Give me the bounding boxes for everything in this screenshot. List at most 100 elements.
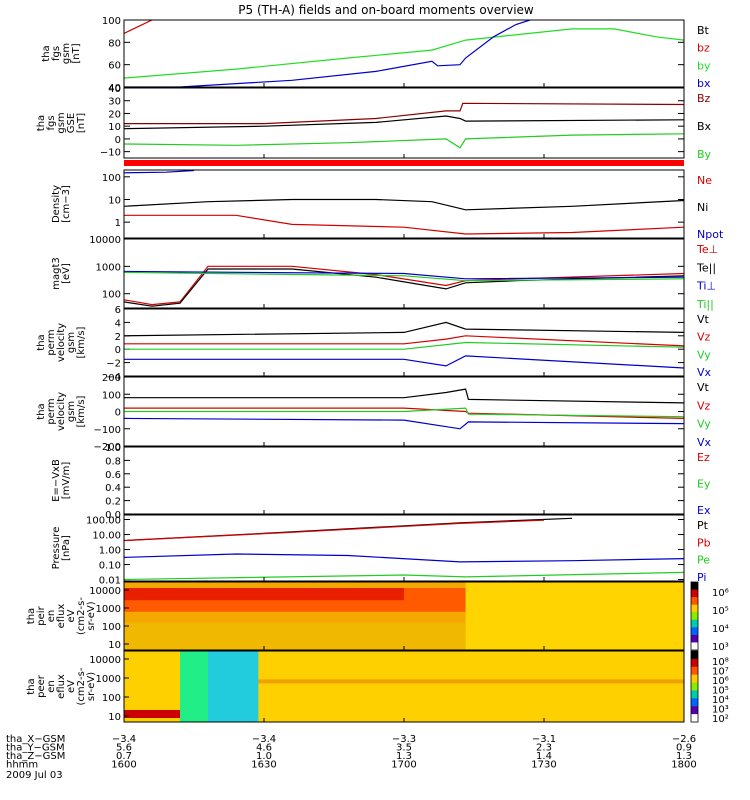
series-line-npot: [124, 170, 195, 174]
legend-entry: bx: [697, 77, 711, 90]
y-axis-label: [mV/m]: [61, 462, 72, 500]
x-axis-annotation: tha_X−GSM −3.4 −3.4 −3.3 −3.1 −2.6 tha_Y−GSM 5.…: [6, 734, 697, 781]
panel-pressure: Pressure [nPa] 100.00 10.00 1.00 0.10 0.01 Pt Pb…: [51, 514, 711, 587]
y-tick-label: 0.4: [105, 483, 121, 494]
colorbar-swatch: [691, 604, 698, 613]
colorbar-tick-label: 10⁶: [712, 676, 729, 687]
colorbar-swatch: [691, 634, 698, 643]
series-group: [124, 265, 684, 307]
spectrogram-band: [465, 582, 684, 650]
colorbar-swatch: [691, 589, 698, 598]
legend-entry: Pe: [697, 554, 710, 567]
y-axis-label: tha: [36, 115, 47, 131]
y-tick-label: 100: [102, 16, 121, 27]
colorbar-swatch: [691, 690, 698, 699]
y-axis-label: peer: [36, 674, 47, 698]
series-line-vz: [124, 335, 684, 347]
y-tick-label: 30: [108, 97, 121, 108]
series-line-bz: [124, 102, 684, 125]
x-axis-value: 2.3: [536, 743, 552, 754]
series-line-vt: [124, 321, 684, 337]
spectrogram-band: [180, 651, 208, 722]
legend-entry: Bt: [697, 24, 710, 37]
y-tick-label: 0.8: [105, 456, 121, 467]
legend-entry: Npot: [697, 228, 724, 241]
colorbar-tick-label: 10³: [712, 705, 729, 716]
legend-entry: Vx: [697, 436, 712, 449]
legend-entry: Ni: [697, 201, 708, 214]
panel-frame: [123, 446, 685, 515]
colorbar-swatch: [691, 674, 698, 684]
series-group: [124, 517, 684, 581]
y-tick-label: 10: [108, 122, 121, 133]
spectrogram-band: [258, 679, 684, 684]
colorbar-swatch: [691, 706, 698, 715]
legend-entry: Pt: [697, 519, 709, 532]
series-line-te: [124, 268, 684, 307]
spectrogram-peer_eflux: [124, 651, 684, 722]
y-tick-label: 10: [108, 195, 121, 206]
colorbar-swatch: [691, 651, 698, 660]
x-axis-row-label: tha_Y−GSM: [6, 743, 65, 754]
panel-frame: [123, 514, 685, 582]
legend-entry: Vz: [697, 331, 711, 344]
series-group: [124, 20, 684, 87]
legend-entry: Bz: [697, 92, 711, 105]
y-tick-label: 0.2: [105, 497, 121, 508]
legend-entry: Ex: [697, 504, 711, 517]
spectrogram-peir_eflux: [124, 582, 684, 650]
spectrogram-band: [124, 622, 466, 650]
legend-entry: Pb: [697, 536, 711, 549]
series-line-vt: [124, 388, 684, 404]
legend-entry: Ti||: [696, 298, 714, 311]
y-axis-label: sr-eV): [86, 601, 97, 630]
y-axis-label: fgs: [46, 115, 57, 130]
y-tick-label: 10.00: [92, 531, 121, 542]
y-axis-label: [eV]: [61, 263, 72, 284]
colorbar-tick-label: 10⁸: [712, 657, 729, 668]
panel-peir_eflux: tha peir en eflux eV (cm2-s-sr-eV)10⁶10⁵10⁴10…: [26, 581, 729, 653]
series-line-bx: [124, 20, 531, 87]
series-line-ti: [124, 270, 684, 280]
series-group: [124, 102, 684, 149]
y-tick-label: −4: [106, 372, 121, 383]
series-group: [124, 321, 684, 369]
x-axis-value: −3.4: [252, 734, 276, 745]
y-axis-label: [cm−3]: [61, 185, 72, 223]
x-axis-value: 4.6: [256, 743, 272, 754]
y-tick-label: −100: [94, 425, 121, 436]
x-axis-value: 1600: [111, 760, 136, 771]
y-tick-label: 0: [115, 408, 121, 419]
legend-entry: By: [697, 148, 712, 161]
y-tick-label: 100: [102, 622, 121, 633]
colorbar-swatch: [691, 682, 698, 691]
panel-fgs_gsm: tha fgs gsm [nT] 100 80 60 40 Bt bz by bx: [41, 16, 711, 94]
y-tick-label: −10: [100, 148, 121, 159]
y-tick-label: 0.10: [99, 561, 121, 572]
y-axis-label: gsm: [61, 43, 72, 64]
series-line-pb: [124, 519, 545, 542]
y-tick-label: 40: [108, 84, 121, 95]
x-axis-value: 0.7: [116, 751, 132, 762]
y-tick-label: 6: [115, 305, 121, 316]
y-axis-label: peir: [36, 605, 47, 625]
y-tick-label: 100: [102, 693, 121, 704]
y-axis-label: eV: [66, 680, 77, 693]
x-axis-value: 1630: [251, 760, 276, 771]
y-axis-label: [nPa]: [61, 535, 72, 561]
series-line-vx: [124, 355, 684, 369]
y-axis-label: velocity: [56, 323, 67, 362]
colorbar-swatch: [691, 666, 698, 676]
y-tick-label: 1.00: [99, 546, 121, 557]
series-group: [124, 170, 684, 235]
y-axis-label: GSE: [66, 113, 77, 133]
y-tick-label: 100: [102, 290, 121, 301]
y-axis-label: tha: [36, 334, 47, 350]
series-line-vz: [124, 407, 684, 419]
series-line-vy: [124, 407, 684, 418]
colorbar-swatch: [691, 582, 698, 591]
x-axis-value: 1800: [671, 760, 696, 771]
